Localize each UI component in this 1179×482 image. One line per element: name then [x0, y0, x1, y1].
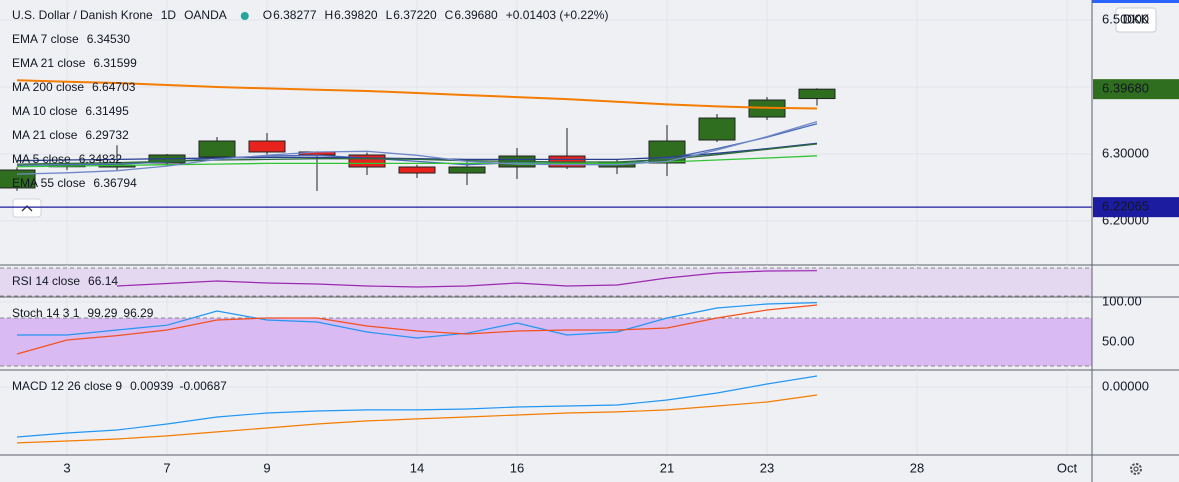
- x-tick-label: 3: [63, 460, 70, 475]
- candle-body: [248, 140, 286, 153]
- indicator-value: 66.14: [88, 274, 118, 288]
- price-axis: 100.00 50.00: [1102, 293, 1142, 348]
- x-tick-label: 21: [660, 460, 674, 475]
- x-tick-label: 9: [263, 460, 270, 475]
- source: OANDA: [184, 8, 227, 22]
- candle-body: [698, 117, 736, 141]
- settings-button[interactable]: [1130, 463, 1142, 475]
- indicator-line: [116, 270, 818, 288]
- indicator-name: Stoch 14 3 1: [12, 306, 80, 320]
- candle-body: [398, 166, 436, 174]
- x-tick-label: Oct: [1057, 460, 1078, 475]
- indicator-name: EMA 21 close: [12, 56, 86, 70]
- indicator-value: 6.34530: [87, 32, 131, 46]
- price-change: +0.01403 (+0.22%): [506, 8, 609, 22]
- indicator-value: -0.00687: [179, 379, 227, 393]
- indicator-line: [16, 120, 818, 175]
- indicator-value: 6.29732: [85, 128, 129, 142]
- x-tick-label: 16: [510, 460, 524, 475]
- price-line-label: 6.22065: [1102, 199, 1149, 214]
- band-fill: [0, 318, 1092, 366]
- indicator-line: [16, 304, 818, 355]
- indicator-line: [16, 155, 818, 168]
- ohlc-value: 6.39820: [334, 8, 378, 22]
- candle-body: [798, 88, 836, 100]
- indicator-value: 6.31495: [85, 104, 129, 118]
- indicator-name: MA 21 close: [12, 128, 78, 142]
- y-tick-label: 100.00: [1102, 293, 1142, 308]
- indicator-name: EMA 7 close: [12, 32, 79, 46]
- y-tick-label: 6.30000: [1102, 145, 1149, 160]
- ohlc-value: 6.39680: [454, 8, 498, 22]
- price-line-tag: [1093, 197, 1179, 218]
- ohlc-key: H: [325, 8, 334, 22]
- indicator-name: EMA 55 close: [12, 176, 86, 190]
- indicator-line: [16, 79, 818, 110]
- pane: [0, 297, 1092, 370]
- x-tick-label: 28: [910, 460, 924, 475]
- interval: 1D: [161, 8, 177, 22]
- last-price-tag: [1093, 79, 1179, 100]
- pane: [0, 0, 1092, 265]
- ohlc-key: C: [445, 8, 454, 22]
- y-tick-label: 50.00: [1102, 333, 1135, 348]
- x-tick-label: 23: [760, 460, 774, 475]
- x-tick-label: 14: [410, 460, 424, 475]
- x-tick-label: 7: [163, 460, 170, 475]
- ohlc-value: 6.37220: [393, 8, 437, 22]
- indicator-value: 0.00939: [130, 379, 174, 393]
- indicator-value: 99.29: [87, 306, 117, 320]
- candle-body: [198, 140, 236, 158]
- band-fill: [0, 268, 1092, 297]
- indicator-value: 6.31599: [93, 56, 137, 70]
- candle-body: [348, 154, 386, 168]
- indicator-name: MA 200 close: [12, 80, 84, 94]
- currency: DKK: [1123, 11, 1150, 26]
- collapse-legend-button[interactable]: [12, 198, 42, 218]
- indicator-line: [16, 375, 818, 438]
- indicator-value: 6.64703: [92, 80, 136, 94]
- last-price-label: 6.39680: [1102, 81, 1149, 96]
- ohlc-key: L: [386, 8, 393, 22]
- status-dot: [240, 12, 249, 20]
- indicator-line: [16, 142, 818, 162]
- ohlc-key: O: [263, 8, 272, 22]
- indicator-name: MACD 12 26 close 9: [12, 379, 122, 393]
- pane: [0, 265, 1092, 297]
- candle-body: [448, 166, 486, 174]
- indicator-value: 6.34832: [79, 152, 123, 166]
- pane: [0, 370, 1092, 455]
- axis-accent: [1092, 0, 1179, 3]
- indicator-name: RSI 14 close: [12, 274, 80, 288]
- symbol-title: U.S. Dollar / Danish Krone: [12, 8, 153, 22]
- y-tick-label: 6.50000: [1102, 11, 1149, 26]
- ohlc-value: 6.38277: [273, 8, 317, 22]
- price-axis: 6.200006.300006.400006.500006.220656.396…: [1093, 11, 1179, 227]
- indicator-name: MA 10 close: [12, 104, 78, 118]
- indicator-line: [16, 394, 818, 444]
- indicator-line: [17, 302, 818, 339]
- indicator-value: 6.36794: [93, 176, 137, 190]
- indicator-name: MA 5 close: [12, 152, 71, 166]
- indicator-line: [16, 123, 818, 167]
- y-tick-label: 0.00000: [1102, 378, 1149, 393]
- indicator-value: 96.29: [123, 306, 153, 320]
- currency-button[interactable]: DKK: [1115, 7, 1157, 33]
- price-axis: 0.00000: [1102, 378, 1149, 393]
